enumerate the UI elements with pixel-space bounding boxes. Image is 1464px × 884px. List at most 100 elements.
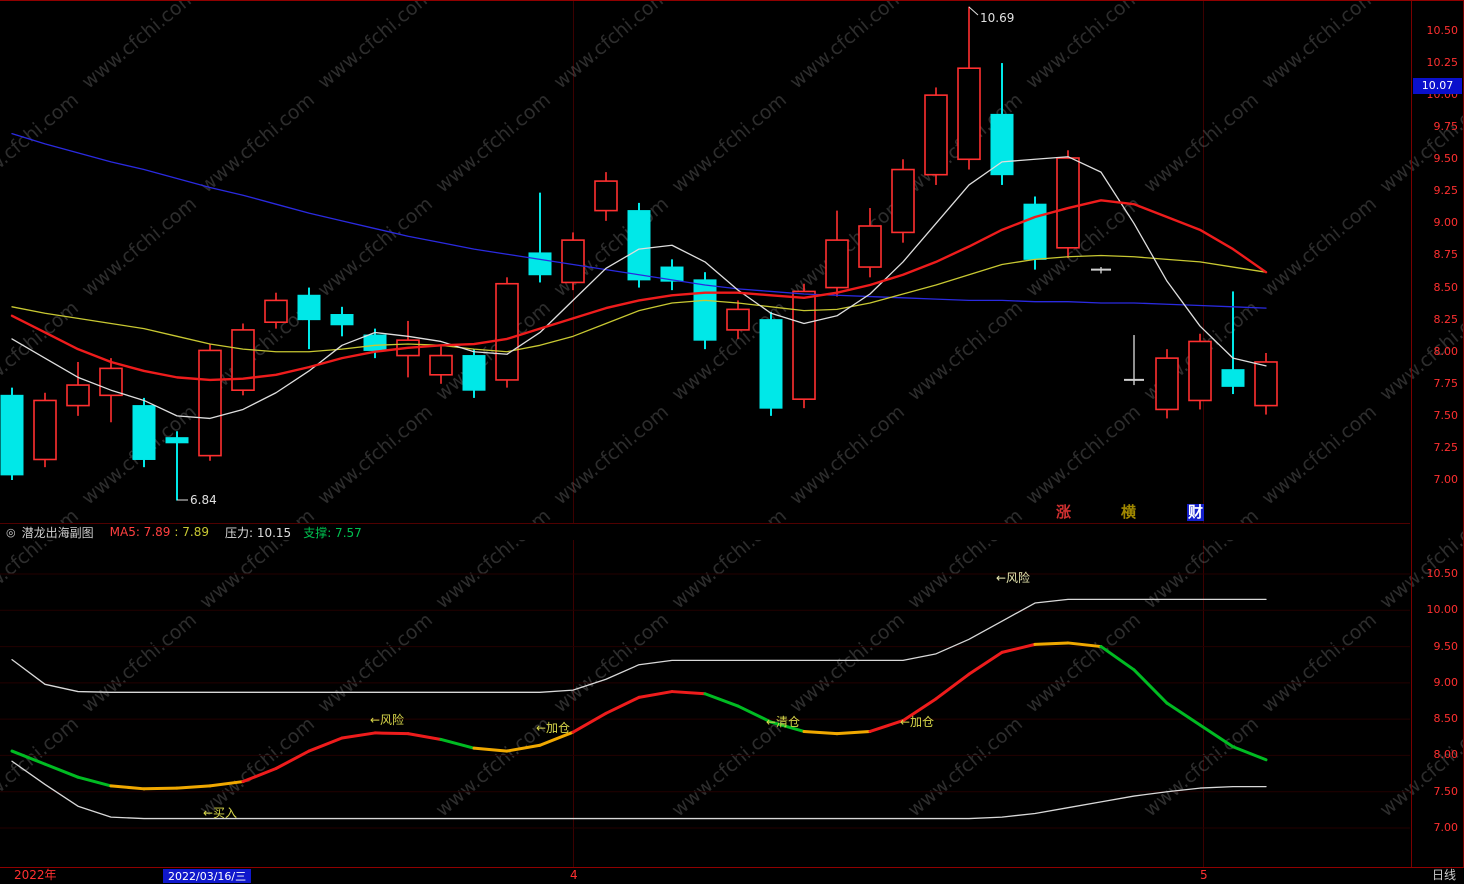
signal-annotations: ←风险 ←风险 ←加仓 ←清仓 ←加仓 ←买入	[203, 570, 1030, 820]
top-border-line	[0, 0, 1464, 1]
candle-up	[1188, 340, 1212, 402]
candle-up	[1254, 361, 1278, 407]
extreme-price-label: 10.69	[980, 11, 1014, 25]
time-axis-border-line	[0, 867, 1464, 868]
signal-segment	[934, 672, 971, 701]
signal-segment	[373, 731, 410, 736]
signal-label: ←加仓	[536, 721, 570, 735]
marquee-banner: 涨 横 财	[0, 504, 1410, 522]
candle-down	[660, 266, 684, 282]
candle-up	[495, 282, 519, 381]
candle-up	[66, 384, 90, 407]
extreme-price-label: 6.84	[190, 493, 217, 507]
signal-label: ←加仓	[900, 715, 934, 729]
price-axis-label: 9.50	[1433, 639, 1459, 653]
signal-segment	[406, 732, 443, 741]
signal-segment	[769, 720, 806, 733]
indicator-header: ◎ 潜龙出海副图 MA5: 7.89 : 7.89 压力: 10.15 支撑: …	[0, 523, 1410, 540]
indicator-title[interactable]: 潜龙出海副图	[21, 525, 94, 540]
signal-segment	[175, 784, 212, 790]
price-axis-label: 9.75	[1433, 120, 1459, 134]
signal-segment	[1132, 668, 1169, 705]
candlestick-chart[interactable]: 10.69 6.84	[0, 0, 1410, 523]
price-axis-label: 9.00	[1433, 675, 1459, 689]
candle-up	[1056, 157, 1080, 249]
indicator-subchart[interactable]: ←风险 ←风险 ←加仓 ←清仓 ←加仓 ←买入	[0, 540, 1410, 867]
candle-up	[891, 168, 915, 234]
candle-up	[561, 239, 585, 284]
signal-segment	[1198, 723, 1235, 749]
signal-segment	[736, 704, 773, 724]
signal-segment	[703, 692, 740, 708]
candle-down	[132, 405, 156, 460]
signal-segment	[1165, 701, 1202, 727]
candle-up	[858, 225, 882, 268]
marquee-char-heng: 横	[1121, 503, 1137, 521]
candle-down	[330, 314, 354, 326]
signal-label: ←风险	[370, 712, 404, 727]
candle-up	[726, 308, 750, 331]
signal-segment	[1099, 645, 1136, 672]
signal-segment	[307, 736, 344, 753]
candle-up	[792, 290, 816, 400]
candle-down	[528, 252, 552, 276]
price-axis-label: 10.25	[1426, 56, 1459, 70]
marquee-char-cai: 财	[1187, 503, 1205, 521]
signal-segment	[1033, 641, 1070, 646]
signal-segment	[10, 749, 47, 766]
candle-down	[363, 334, 387, 351]
ma-lines	[10, 132, 1268, 420]
signal-label: ←买入	[203, 806, 237, 820]
candle-up	[264, 299, 288, 324]
price-axis-label: 9.50	[1433, 152, 1459, 166]
axis-separator-line	[1411, 0, 1412, 884]
price-axis-label: 8.00	[1433, 344, 1459, 358]
candle-up	[33, 399, 57, 461]
signal-segment	[43, 762, 80, 779]
price-axis-label: 10.50	[1426, 24, 1459, 37]
signal-segment	[802, 729, 839, 736]
candle-up	[99, 367, 123, 397]
price-axis-label: 7.00	[1433, 472, 1459, 486]
candle-down	[990, 113, 1014, 176]
signal-segment	[868, 719, 905, 733]
time-axis-bar: 2022年 2022/03/16/三 4 5 日线	[0, 868, 1464, 884]
candle-up	[594, 180, 618, 212]
marquee-char-zhang: 涨	[1056, 503, 1072, 521]
indicator-pressure-value: 压力: 10.15	[224, 525, 292, 540]
candle-up	[924, 94, 948, 176]
price-annotations: 10.69 6.84	[177, 6, 1014, 507]
signal-segment	[901, 697, 938, 723]
price-axis-label: 7.25	[1433, 440, 1459, 454]
candle-up	[825, 239, 849, 289]
signal-segment	[835, 729, 872, 736]
candle-up	[957, 67, 981, 161]
price-axis-label: 7.50	[1433, 784, 1459, 798]
candle-down	[1221, 369, 1245, 387]
signal-segment	[274, 749, 311, 770]
period-label[interactable]: 日线	[1431, 868, 1456, 882]
signal-segment	[505, 743, 542, 753]
indicator-lines	[10, 598, 1268, 820]
candle-down	[759, 319, 783, 409]
candle-down	[462, 355, 486, 391]
price-axis-label: 8.75	[1433, 248, 1459, 262]
signal-segment	[967, 650, 1004, 676]
latest-price-tag: 10.07	[1413, 78, 1462, 95]
candle-down	[1023, 203, 1047, 260]
price-axis-label: 8.50	[1433, 280, 1459, 294]
year-label: 2022年	[14, 868, 57, 882]
price-axis-label: 8.50	[1433, 712, 1459, 726]
signal-segment	[670, 690, 707, 696]
signal-label: ←风险	[996, 570, 1030, 585]
indicator-support-value: 支撑: 7.57	[303, 525, 362, 540]
candle-up	[198, 349, 222, 457]
candle-down	[165, 437, 189, 444]
signal-segment	[538, 730, 575, 747]
indicator-collapse-icon[interactable]: ◎	[6, 525, 16, 539]
candle-down	[0, 394, 24, 476]
signal-segment	[1000, 642, 1037, 654]
signal-segment	[1231, 745, 1268, 762]
candle-down	[627, 210, 651, 281]
